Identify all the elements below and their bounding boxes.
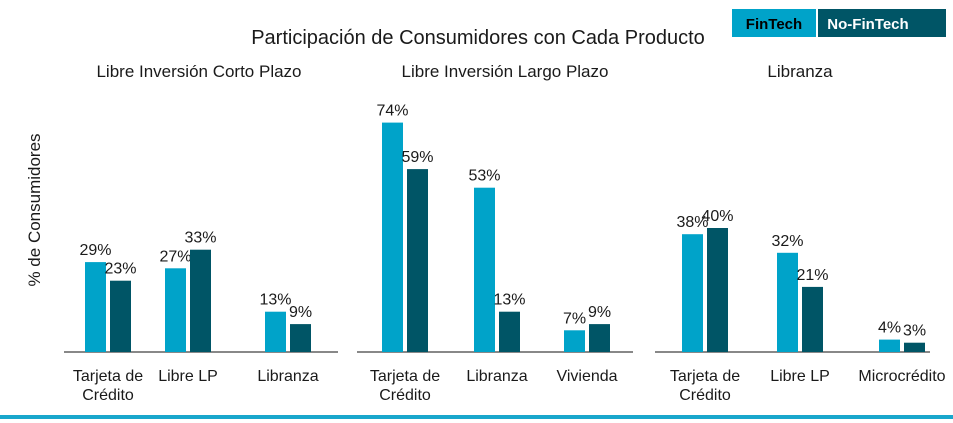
data-label: 3% [903, 323, 926, 340]
category-label: Crédito [379, 387, 431, 404]
data-label: 33% [184, 230, 216, 247]
y-axis-label: % de Consumidores [25, 133, 44, 286]
bar-nofintech [407, 169, 428, 352]
panel-2: Libre Inversión Largo Plazo 74% 59% Tarjeta… [357, 62, 633, 404]
category-label: Tarjeta de [370, 368, 440, 385]
category-label: Tarjeta de [73, 368, 143, 385]
bottom-rule [0, 415, 953, 419]
legend-fintech-swatch [732, 9, 816, 37]
bar-nofintech [190, 249, 211, 352]
bar-nofintech [707, 228, 728, 352]
panel-title: Libre Inversión Corto Plazo [96, 62, 301, 81]
panel-title: Libre Inversión Largo Plazo [402, 62, 609, 81]
data-label: 74% [376, 103, 408, 120]
bar-fintech [682, 234, 703, 352]
bar-nofintech [290, 324, 311, 352]
data-label: 23% [104, 261, 136, 278]
data-label: 29% [79, 242, 111, 259]
legend-nofintech-swatch [818, 9, 946, 37]
panel-title: Libranza [767, 62, 833, 81]
bar-nofintech [499, 311, 520, 352]
category-label: Microcrédito [858, 368, 945, 385]
bar-nofintech [904, 342, 925, 352]
data-label: 38% [676, 214, 708, 231]
bar-fintech [474, 187, 495, 352]
bar-fintech [777, 252, 798, 352]
data-label: 40% [701, 208, 733, 225]
data-label: 13% [493, 292, 525, 309]
chart-title: Participación de Consumidores con Cada P… [251, 27, 705, 49]
category-label: Libre LP [158, 368, 218, 385]
data-label: 32% [771, 233, 803, 250]
category-label: Libranza [466, 368, 527, 385]
data-label: 59% [401, 149, 433, 166]
data-label: 9% [588, 304, 611, 321]
data-label: 7% [563, 310, 586, 327]
bar-fintech [85, 262, 106, 352]
bar-fintech [879, 339, 900, 352]
bar-fintech [382, 122, 403, 352]
data-label: 21% [796, 267, 828, 284]
data-label: 4% [878, 320, 901, 337]
bar-nofintech [110, 280, 131, 352]
panel-1: Libre Inversión Corto Plazo 29% 23% Tarjeta… [64, 62, 338, 404]
category-label: Tarjeta de [670, 368, 740, 385]
bar-fintech [564, 330, 585, 352]
data-label: 53% [468, 168, 500, 185]
category-label: Libre LP [770, 368, 830, 385]
panels: Libre Inversión Corto Plazo 29% 23% Tarjeta… [64, 62, 946, 404]
category-label: Crédito [679, 387, 731, 404]
category-label: Crédito [82, 387, 134, 404]
bar-fintech [265, 311, 286, 352]
panel-3: Libranza 38%40% Tarjeta de Crédito 32% 21% Lib… [655, 62, 946, 404]
bar-nofintech [589, 324, 610, 352]
category-label: Libranza [257, 368, 318, 385]
bar-nofintech [802, 286, 823, 352]
bar-fintech [165, 268, 186, 352]
legend-nofintech-label: No-FinTech [827, 16, 908, 33]
legend-fintech-label: FinTech [746, 16, 802, 33]
category-label: Vivienda [556, 368, 617, 385]
data-label: 13% [259, 292, 291, 309]
legend: FinTech No-FinTech [732, 9, 946, 37]
data-label: 9% [289, 304, 312, 321]
data-label: 27% [159, 248, 191, 265]
